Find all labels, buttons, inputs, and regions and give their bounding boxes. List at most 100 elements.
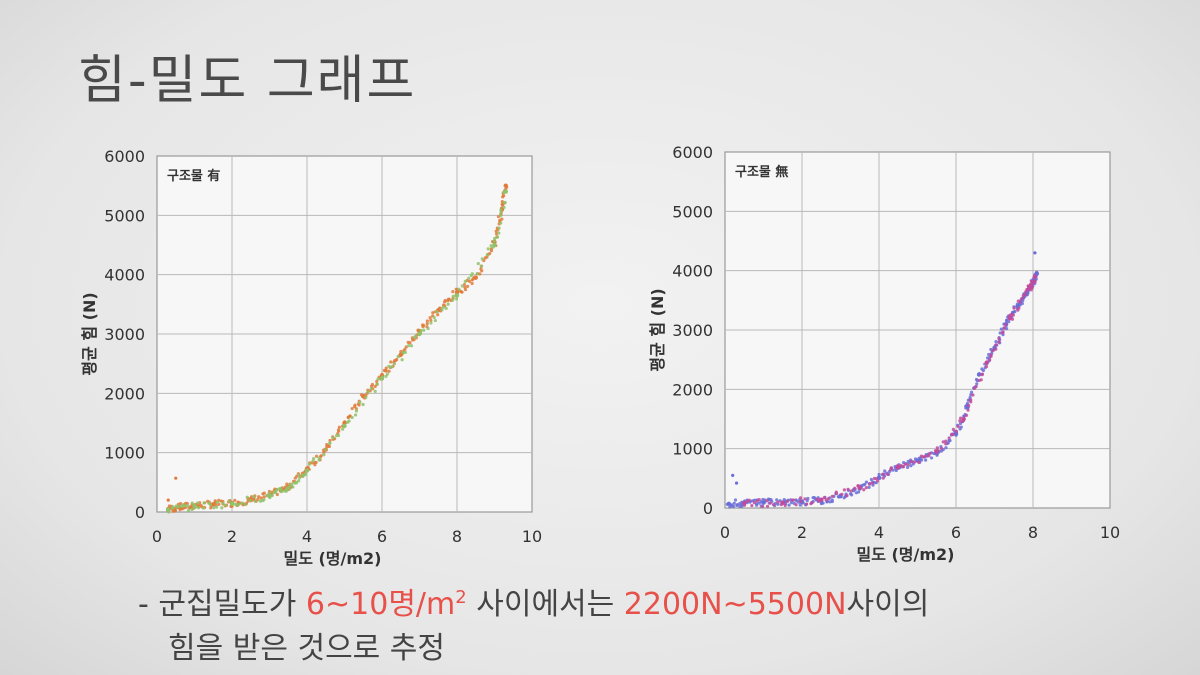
chart-with-structure: 0 2 4 6 8 10 0 1000 2000 3000 4000 5000 6000 밀도 (명/m2… [80,147,542,568]
chart-without-structure: 0 2 4 6 8 10 0 1000 2000 3000 4000 5000 6000 밀도 (명/m2… [648,143,1120,564]
caption-text-a: 군집밀도가 [158,587,306,622]
series-1-point-0 [166,507,171,512]
series-1-dot [336,433,341,438]
series-1-dot [476,261,480,266]
series-1-point-0 [742,501,747,506]
series-1-dot [867,482,872,486]
series-1-point-5 [304,468,310,473]
series-0-dot [1007,319,1011,324]
series-0-dot [467,279,472,284]
series-1-dot [208,503,213,507]
series-1-dot [197,506,201,510]
caption: - 군집밀도가 6~10명/m2 사이에서는 2200N~5500N사이의 힘을… [138,576,929,671]
series-1-dot [924,454,928,458]
series-1-dot [846,487,850,491]
series-0-dot [789,501,794,505]
series-1-dot [331,436,335,440]
series-1-point-1 [192,503,197,509]
series-1-point-3 [267,493,272,499]
series-0-point-3 [211,502,216,507]
series-1-dot [311,459,315,463]
series-0-point-13 [398,352,403,357]
series-1-dot [376,377,380,381]
series-0-dot [328,438,332,443]
panel-label: 구조물 無 [735,164,788,180]
series-1-dot [849,489,853,493]
series-0-dot [732,501,736,505]
caption-text-b: 사이에서는 [466,587,624,622]
series-1-dot [495,235,500,239]
series-1-dot [1002,326,1006,330]
x-tick-label-0: 0 [720,523,730,542]
series-1-dot [422,328,426,332]
series-1-dot [956,424,960,429]
series-1-dot [997,340,1001,344]
x-tick-label-0: 0 [152,527,162,546]
series-1-dot [244,502,248,507]
series-1-dot [958,419,962,423]
series-0-dot [929,456,934,460]
x-tick-label-5: 10 [1100,523,1120,542]
series-1-dot [297,479,301,483]
series-1-point-11 [503,189,508,194]
series-1-dot [864,486,868,490]
series-1-dot [989,354,993,358]
series-1-dot [752,500,756,505]
series-1-dot [761,504,765,508]
series-0-dot [250,495,254,499]
series-1-dot [227,499,231,503]
series-1-point-2 [819,497,824,502]
series-1-dot [375,382,379,386]
series-1-dot [944,439,948,443]
series-1-dot [971,393,975,397]
series-1-dot [202,501,206,505]
series-1-dot [358,400,362,404]
series-0-dot [946,441,950,445]
series-1-dot [889,466,893,470]
series-1-dot [1001,330,1005,334]
series-1-dot [253,499,257,503]
series-1-point-7 [984,360,989,365]
series-0-dot [974,377,979,382]
series-0-dot [387,369,391,373]
series-1-dot [881,476,885,480]
series-1-dot [768,501,772,505]
series-1-dot [927,454,931,458]
series-1-dot [479,264,484,268]
y-tick-label-1: 1000 [672,440,713,459]
series-1-point-9 [1026,286,1032,291]
caption-line2: 힘을 받은 것으로 추정 [168,631,446,666]
series-1-dot [497,231,501,235]
series-0-dot [389,360,393,364]
series-0-point-14 [976,372,982,377]
series-0-dot [998,331,1002,335]
series-1-dot [212,506,216,510]
series-1-dot [441,305,445,309]
series-1-dot [810,500,814,505]
series-0-dot [470,281,474,286]
series-0-point-20 [503,183,508,188]
series-1-dot [954,429,958,433]
series-1-dot [307,462,312,466]
outlier-point-2 [1033,251,1037,255]
series-0-dot [373,384,377,389]
x-tick-label-2: 4 [302,527,312,546]
series-0-dot [1013,309,1017,314]
series-0-dot [443,298,447,303]
series-0-point-0 [726,501,732,507]
series-0-dot [354,407,358,411]
series-1-dot [886,472,890,476]
series-1-dot [353,413,358,417]
series-1-dot [1033,280,1037,284]
series-0-dot [867,485,871,489]
series-1-dot [178,504,182,508]
outlier-point-0 [174,476,178,480]
series-1-dot [799,499,803,503]
series-1-dot [279,489,284,494]
series-1-dot [451,294,455,298]
series-1-point-6 [342,423,347,429]
series-1-dot [451,298,455,302]
series-1-dot [190,501,194,505]
series-1-dot [312,456,316,461]
series-1-dot [980,372,985,376]
